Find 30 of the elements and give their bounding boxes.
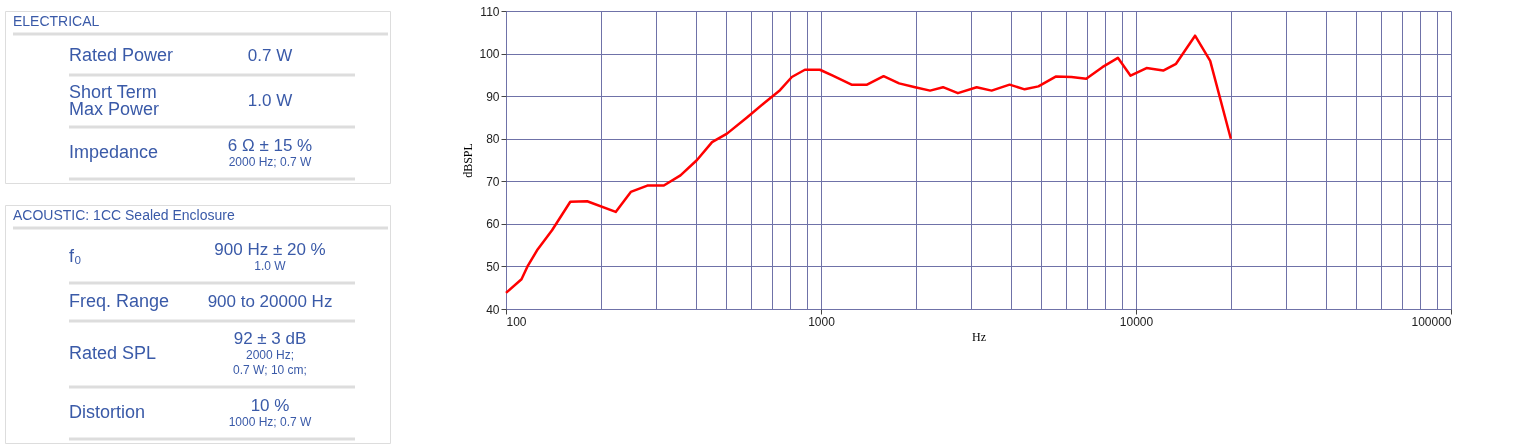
y-axis-title: dBSPL [461,143,476,178]
text: ACOUSTIC: 1CC Sealed Enclosure [13,207,235,223]
text: 92 ± 3 dB 2000 Hz; 0.7 W; 10 cm; [233,329,307,377]
y-tick-label: 40 [486,302,500,317]
y-tick-label: 70 [486,174,500,189]
y-tick-label: 50 [486,259,500,274]
text: 1.0 W [247,91,293,110]
y-tick-label: 110 [480,4,500,19]
text: 900 Hz ± 20 % 1.0 W [214,239,326,273]
x-tick-label: 100000 [1411,314,1452,329]
y-tick-label: 80 [486,132,500,147]
x-tick-label: 100 [506,314,527,329]
text: ELECTRICAL [13,13,100,29]
text: 900 to 20000 Hz [207,292,333,311]
category-label: Freq. Range [69,291,170,311]
text: 6 Ω ± 15 % 2000 Hz; 0.7 W [227,135,313,169]
text: 10 % 1000 Hz; 0.7 W [228,395,313,429]
category-label: Rated Power [69,45,174,65]
x-tick-label: 1000 [808,314,836,329]
y-tick-label: 90 [486,89,500,104]
x-axis-title: Hz [972,329,986,344]
y-tick-label: 60 [486,217,500,232]
x-tick-label: 10000 [1119,314,1154,329]
category-label: Rated SPL [69,343,157,363]
category-label: f₀ [69,246,82,266]
category-label: Impedance [69,142,159,162]
category-label: Short Term Max Power [69,81,160,119]
y-tick-label: 100 [479,47,500,62]
category-label: Distortion [69,402,146,422]
text: 0.7 W [247,46,293,65]
